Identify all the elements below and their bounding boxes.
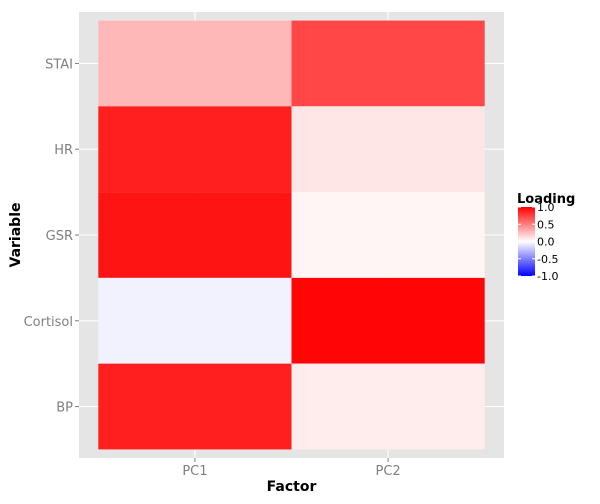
heatmap-cell-pc1-cortisol <box>98 277 292 364</box>
y-axis-title: Variable <box>8 203 24 268</box>
x-tick-label: PC2 <box>375 464 400 479</box>
legend-tick-label: 1.0 <box>537 201 555 214</box>
y-tick-label: STAI <box>45 57 73 72</box>
heatmap-cell-pc1-stai <box>98 20 292 107</box>
heatmap-cell-pc2-bp <box>291 363 485 450</box>
legend-colorbar <box>518 207 535 276</box>
heatmap-cell-pc1-gsr <box>98 192 292 278</box>
y-tick-label: GSR <box>46 229 73 244</box>
x-tick-label: PC1 <box>182 464 207 479</box>
legend-tick-label: -0.5 <box>537 253 558 266</box>
heatmap-cell-pc1-hr <box>98 106 292 193</box>
y-tick-label: Cortisol <box>24 315 73 330</box>
heatmap-cell-pc1-bp <box>98 363 292 450</box>
heatmap-cell-pc2-stai <box>291 20 485 107</box>
y-tick-label: HR <box>54 143 73 158</box>
x-axis-title: Factor <box>267 479 317 495</box>
heatmap-cell-pc2-cortisol <box>291 277 485 364</box>
heatmap-cell-pc2-gsr <box>291 192 485 278</box>
legend-title: Loading <box>517 192 575 207</box>
heatmap-cell-pc2-hr <box>291 106 485 193</box>
legend-tick-label: 0.5 <box>537 218 555 231</box>
y-tick-label: BP <box>56 401 73 416</box>
legend-tick-label: -1.0 <box>537 270 558 283</box>
legend-tick-label: 0.0 <box>537 236 555 249</box>
